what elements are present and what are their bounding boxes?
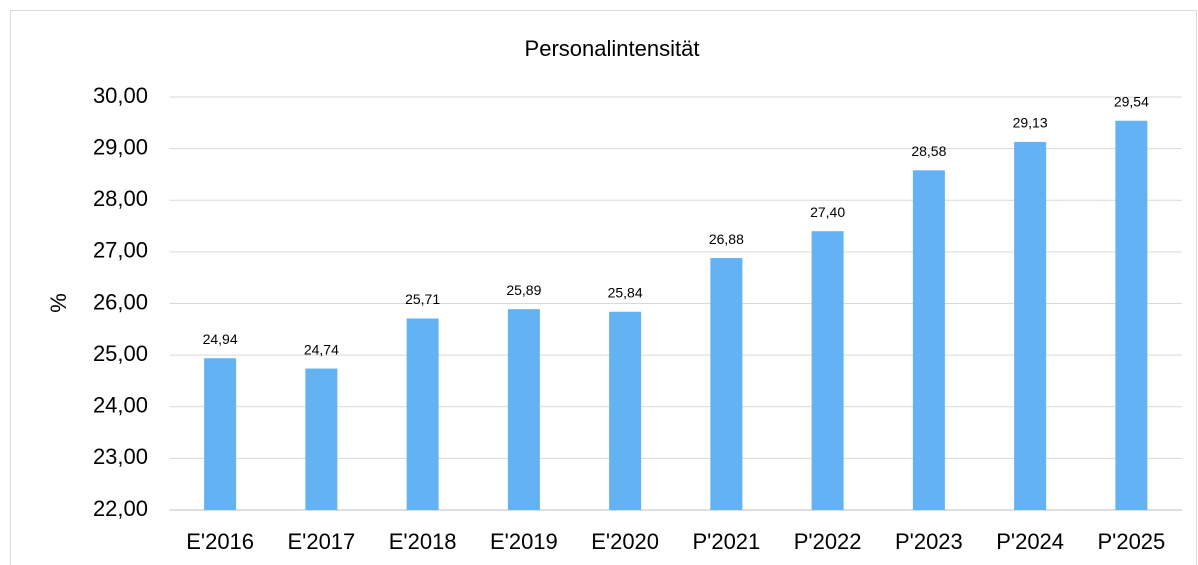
data-label: 29,54	[1114, 93, 1149, 109]
x-tick-label: E'2019	[490, 529, 558, 554]
y-tick-label: 23,00	[93, 444, 148, 469]
bar	[1115, 120, 1148, 510]
y-tick-label: 26,00	[93, 289, 148, 314]
y-tick-label: 22,00	[93, 496, 148, 521]
x-tick-label: P'2024	[996, 529, 1064, 554]
bar	[609, 311, 642, 510]
data-label: 24,74	[304, 341, 339, 357]
bar	[1014, 141, 1047, 510]
y-tick-label: 24,00	[93, 393, 148, 418]
bar	[305, 368, 338, 510]
data-label: 29,13	[1013, 115, 1048, 131]
data-label: 24,94	[203, 331, 238, 347]
y-tick-label: 30,00	[93, 83, 148, 108]
bar	[507, 309, 540, 510]
chart-title: Personalintensität	[525, 36, 700, 61]
x-tick-label: P'2022	[794, 529, 862, 554]
y-tick-label: 27,00	[93, 238, 148, 263]
x-tick-label: E'2020	[591, 529, 659, 554]
y-tick-label: 28,00	[93, 186, 148, 211]
x-tick-label: E'2018	[389, 529, 457, 554]
data-label: 27,40	[810, 204, 845, 220]
x-tick-label: P'2021	[692, 529, 760, 554]
y-tick-label: 25,00	[93, 341, 148, 366]
x-tick-label: E'2017	[287, 529, 355, 554]
y-tick-label: 29,00	[93, 134, 148, 159]
bar	[204, 358, 237, 510]
data-label: 25,71	[405, 291, 440, 307]
x-tick-label: E'2016	[186, 529, 254, 554]
bar	[710, 258, 743, 510]
x-tick-label: P'2023	[895, 529, 963, 554]
data-label: 26,88	[709, 231, 744, 247]
data-label: 25,84	[608, 284, 643, 300]
x-tick-label: P'2025	[1097, 529, 1165, 554]
data-label: 25,89	[506, 282, 541, 298]
bar	[406, 318, 439, 510]
y-axis-label: %	[46, 293, 71, 313]
bar	[912, 170, 945, 510]
data-label: 28,58	[911, 143, 946, 159]
chart-border	[10, 10, 1197, 565]
bar	[811, 231, 844, 510]
